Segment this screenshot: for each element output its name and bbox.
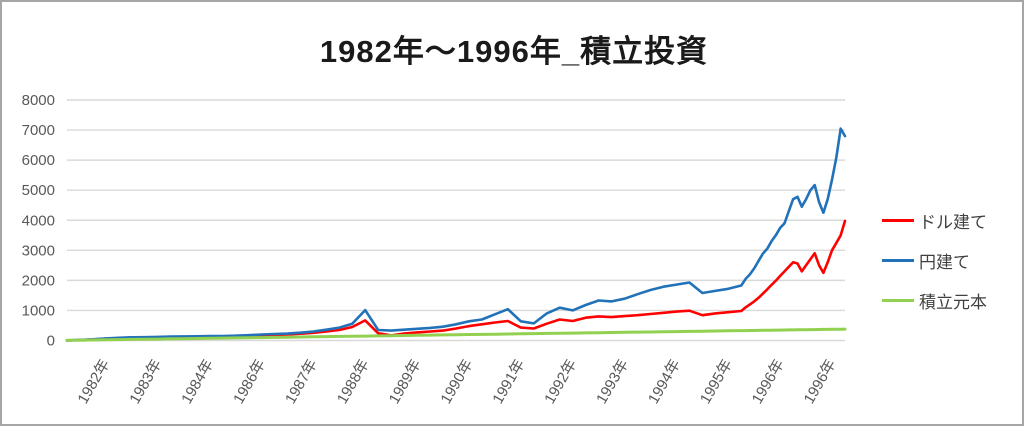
x-axis-tick-label: 1984年 bbox=[178, 357, 217, 407]
x-axis-tick-label: 1995年 bbox=[697, 357, 736, 407]
x-axis-tick-label: 1989年 bbox=[386, 357, 425, 407]
x-axis-tick-label: 1983年 bbox=[126, 357, 165, 407]
legend-swatch-yen bbox=[882, 258, 914, 262]
y-axis-tick-label: 1000 bbox=[22, 302, 55, 319]
legend-label-yen: 円建て bbox=[919, 252, 970, 272]
legend-item-yen: 円建て bbox=[882, 240, 1014, 280]
legend-label-dollar: ドル建て bbox=[919, 212, 987, 232]
x-axis-tick-label: 1991年 bbox=[489, 357, 528, 407]
series-line-1 bbox=[65, 127, 847, 342]
legend-label-principal: 積立元本 bbox=[919, 292, 987, 312]
x-axis-tick-label: 1992年 bbox=[541, 357, 580, 407]
chart-title: 1982年〜1996年_積立投資 bbox=[319, 34, 709, 69]
y-axis-tick-label: 5000 bbox=[22, 182, 55, 199]
x-axis-tick-label: 1982年 bbox=[74, 357, 113, 407]
y-axis-tick-label: 2000 bbox=[22, 272, 55, 289]
x-axis-tick-label: 1988年 bbox=[334, 357, 373, 407]
y-axis-tick-label: 6000 bbox=[22, 152, 55, 169]
x-axis-tick-label: 1986年 bbox=[230, 357, 269, 407]
y-axis-tick-label: 7000 bbox=[22, 122, 55, 139]
y-axis-tick-label: 0 bbox=[47, 333, 55, 350]
x-axis-tick-label: 1994年 bbox=[645, 357, 684, 407]
legend: ドル建て 円建て 積立元本 bbox=[882, 200, 1014, 320]
y-axis-tick-label: 4000 bbox=[22, 212, 55, 229]
legend-item-dollar: ドル建て bbox=[882, 200, 1014, 240]
x-axis-tick-label: 1996年 bbox=[749, 357, 788, 407]
legend-swatch-dollar bbox=[882, 218, 914, 222]
x-axis-tick-label: 1996年 bbox=[801, 357, 840, 407]
series-line-2 bbox=[65, 327, 847, 342]
y-axis-tick-label: 3000 bbox=[22, 242, 55, 259]
x-axis-tick-label: 1987年 bbox=[282, 357, 321, 407]
x-axis-tick-label: 1990年 bbox=[438, 357, 477, 407]
legend-item-principal: 積立元本 bbox=[882, 280, 1014, 320]
legend-swatch-principal bbox=[882, 298, 914, 302]
x-axis-tick-label: 1993年 bbox=[593, 357, 632, 407]
y-axis-tick-label: 8000 bbox=[22, 92, 55, 109]
